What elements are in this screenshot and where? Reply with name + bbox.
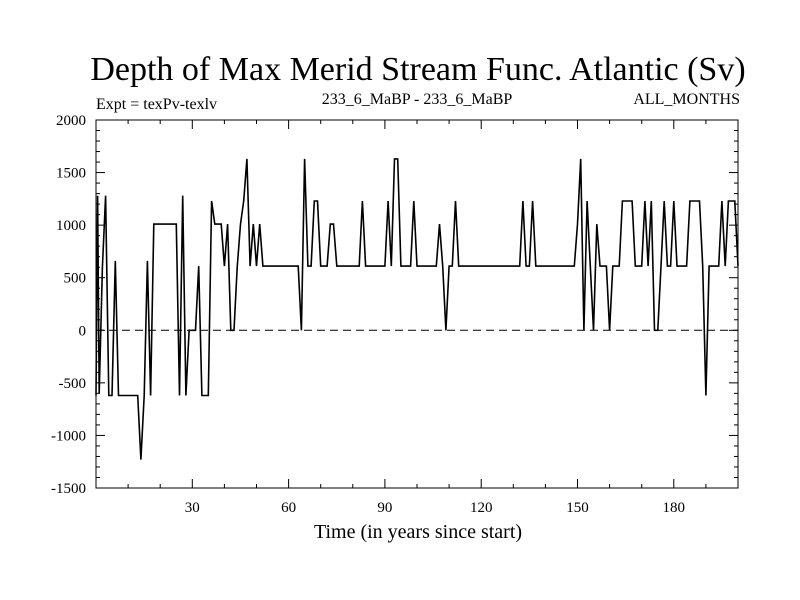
x-tick-label: 180 xyxy=(663,500,686,516)
experiment-label: Expt = texPv-texlv xyxy=(96,96,217,113)
x-tick-label: 90 xyxy=(377,500,392,516)
y-tick-label: -1000 xyxy=(51,428,86,444)
y-tick-label: 500 xyxy=(64,271,87,287)
x-tick-label: 150 xyxy=(566,500,589,516)
chart-title: Depth of Max Merid Stream Func. Atlantic… xyxy=(90,51,745,88)
x-tick-label: 30 xyxy=(185,500,200,516)
y-tick-label: 0 xyxy=(79,323,87,339)
x-tick-label: 60 xyxy=(281,500,296,516)
y-tick-label: -500 xyxy=(59,376,87,392)
y-tick-label: 1500 xyxy=(56,166,86,182)
plot-area: -1500 -1000 -500 0 500 1000 1500 2000 30 60 90 120 1… xyxy=(51,113,739,516)
x-axis-label: Time (in years since start) xyxy=(314,521,522,543)
series-line xyxy=(95,158,739,460)
months-label: ALL_MONTHS xyxy=(633,91,740,108)
period-label: 233_6_MaBP - 233_6_MaBP xyxy=(322,91,513,108)
y-tick-label: -1500 xyxy=(51,481,86,497)
y-tick-label: 2000 xyxy=(56,113,86,129)
y-tick-label: 1000 xyxy=(56,218,86,234)
x-tick-label: 120 xyxy=(470,500,493,516)
